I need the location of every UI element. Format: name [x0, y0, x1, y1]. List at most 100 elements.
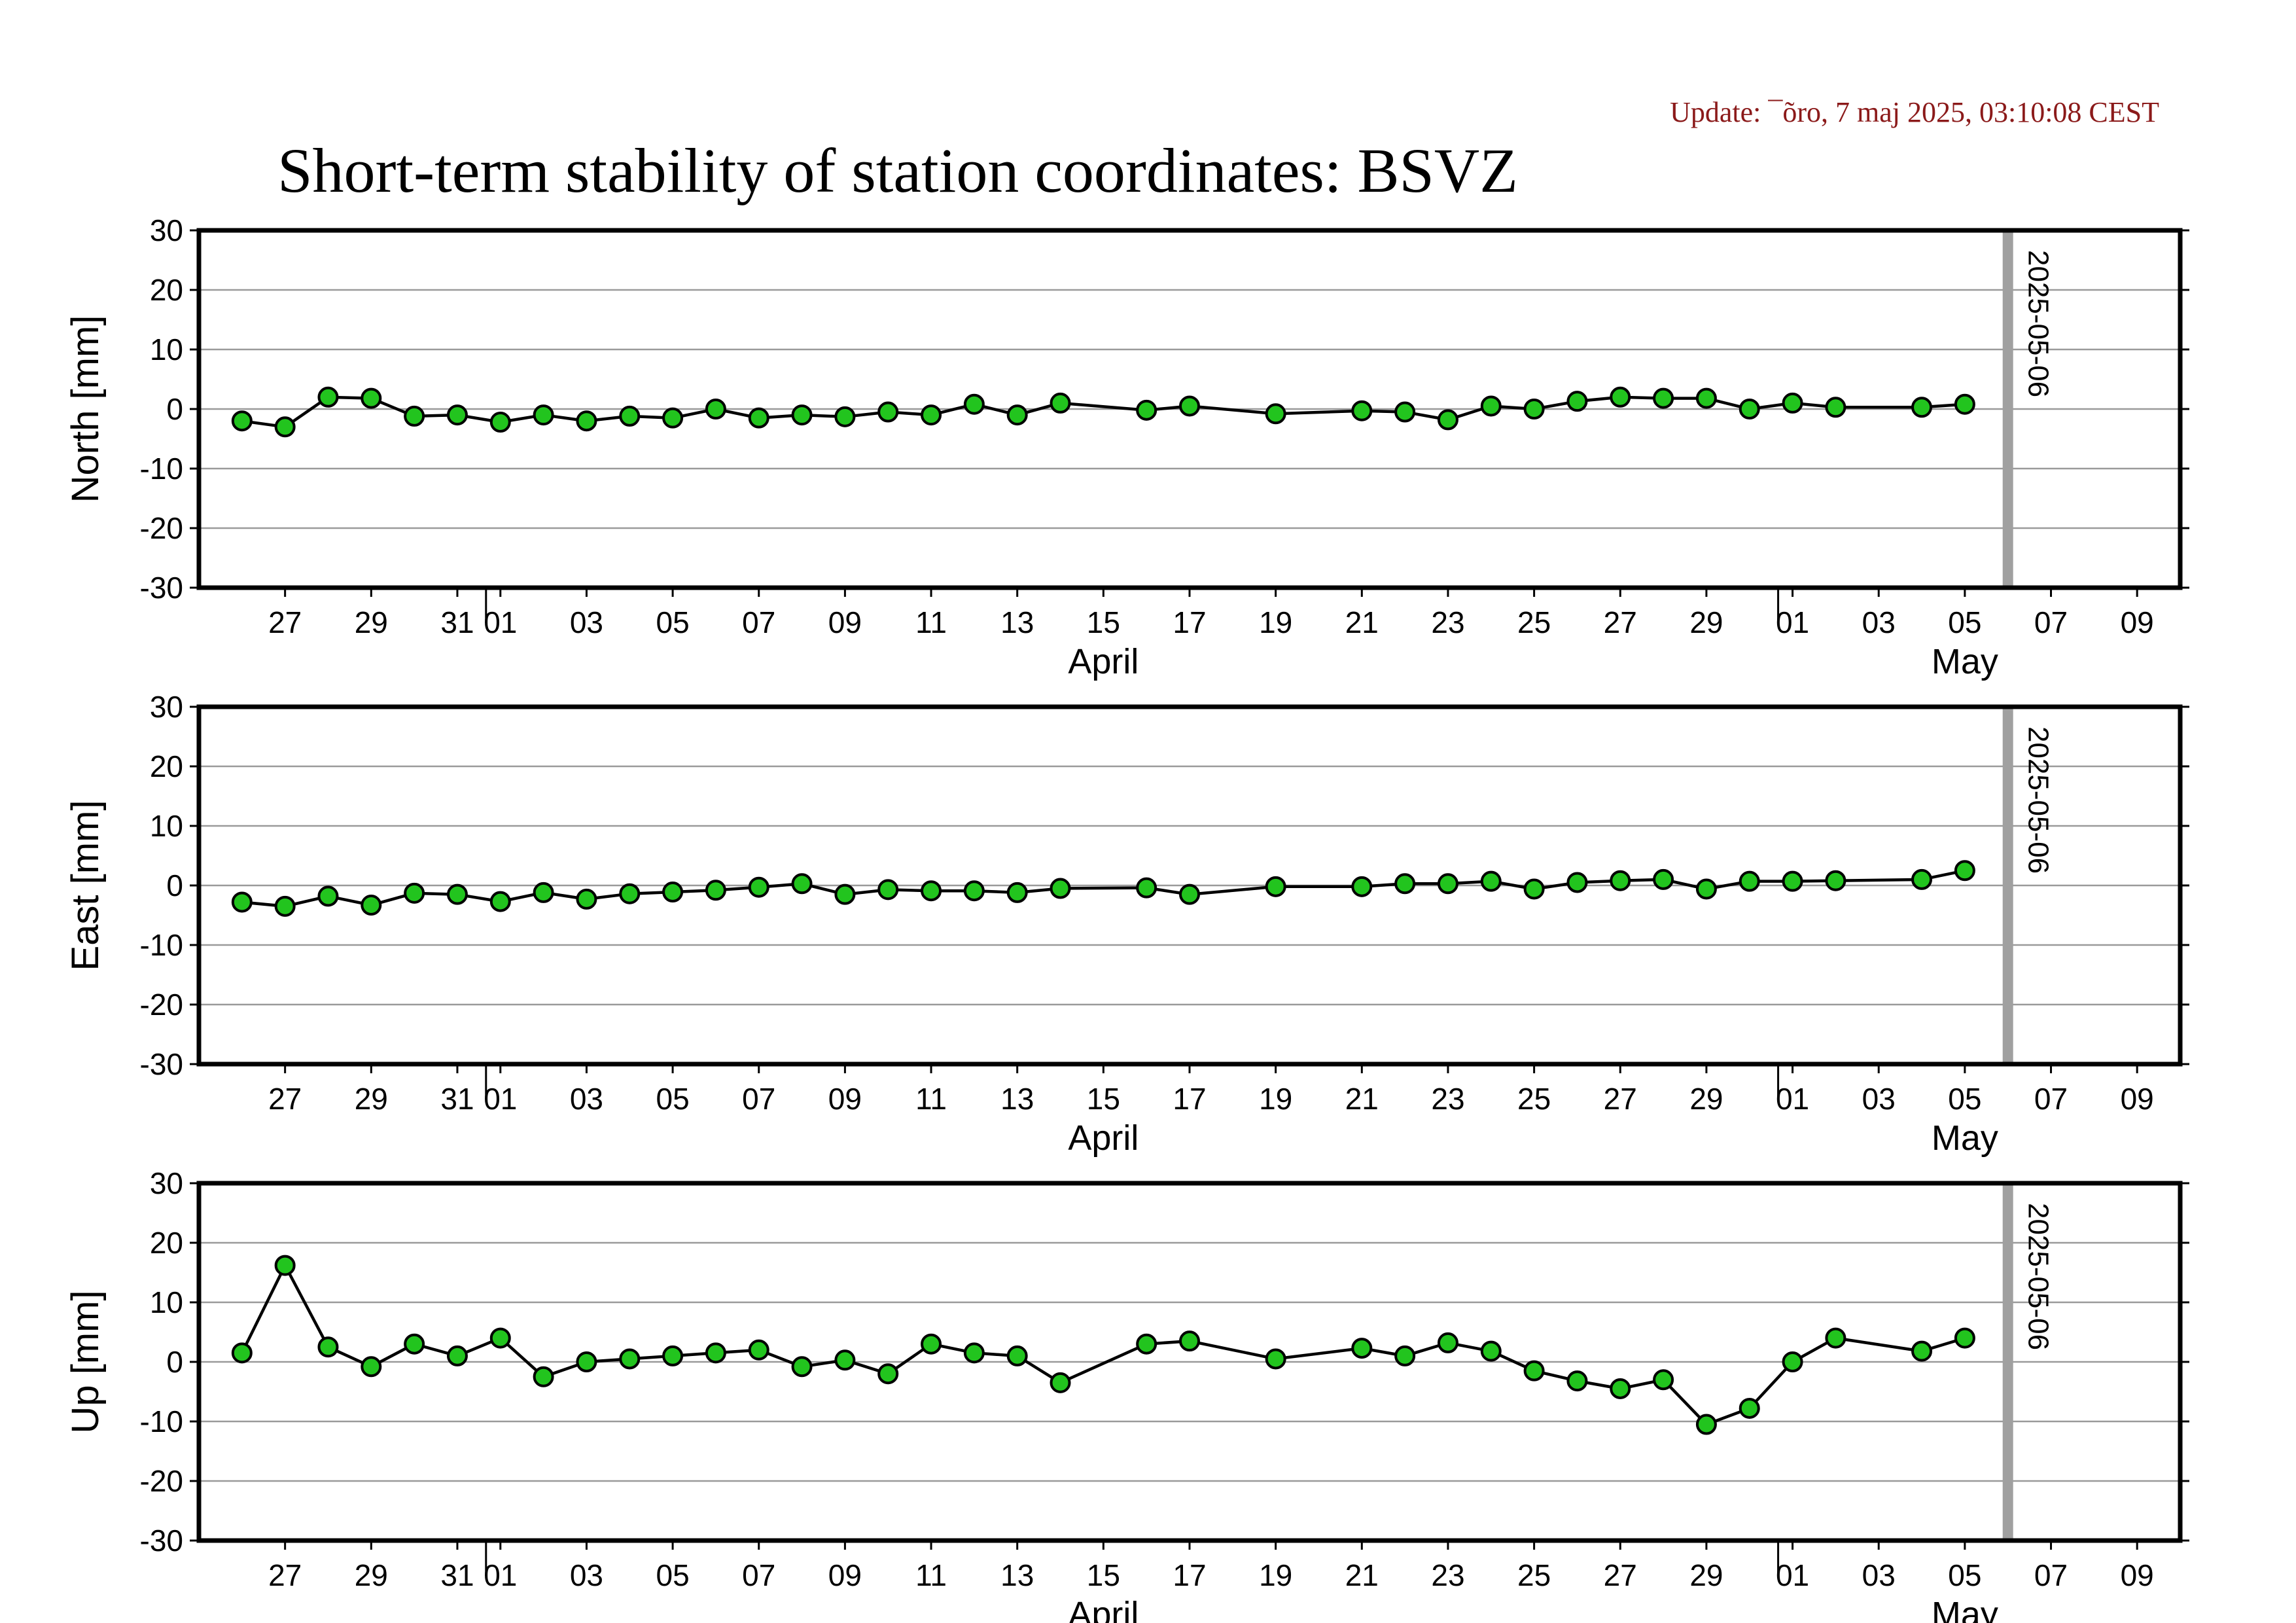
- data-point: [877, 1363, 899, 1385]
- y-tick-label: 10: [150, 332, 183, 366]
- x-tick-label: 05: [1948, 605, 1981, 639]
- data-point: [1782, 1351, 1803, 1372]
- data-point: [361, 895, 382, 916]
- data-point: [274, 1255, 296, 1276]
- x-tick-label: 13: [1000, 605, 1034, 639]
- data-point: [404, 1333, 425, 1355]
- data-point: [1825, 870, 1846, 891]
- x-tick-label: 03: [570, 1558, 603, 1592]
- data-point: [1825, 397, 1846, 418]
- y-tick-label: 10: [150, 809, 183, 843]
- date-marker-label: 2025-05-06: [2022, 1203, 2055, 1350]
- data-point: [1739, 1397, 1760, 1419]
- y-tick-label: -20: [140, 988, 183, 1022]
- data-point: [1006, 882, 1028, 903]
- data-point: [446, 883, 468, 905]
- data-point: [1610, 870, 1631, 891]
- x-tick-label: 03: [570, 1082, 603, 1116]
- x-tick-label: 27: [268, 605, 302, 639]
- data-point: [1265, 1348, 1286, 1370]
- y-tick-label: -20: [140, 511, 183, 545]
- x-tick-label: 09: [828, 1558, 862, 1592]
- data-point: [1739, 399, 1760, 419]
- date-marker-label: 2025-05-06: [2022, 726, 2055, 874]
- y-axis-label: Up [mm]: [64, 1290, 107, 1433]
- data-point: [791, 873, 813, 895]
- x-tick-label: 01: [484, 1558, 517, 1592]
- data-point: [231, 410, 253, 432]
- data-point: [1050, 878, 1071, 899]
- x-tick-label: 07: [2034, 605, 2068, 639]
- x-tick-label: 01: [1776, 605, 1809, 639]
- data-point: [489, 891, 511, 912]
- data-point: [404, 405, 425, 427]
- data-point: [662, 1345, 684, 1366]
- x-tick-label: 07: [742, 1082, 775, 1116]
- x-tick-label: 29: [1689, 1558, 1723, 1592]
- data-point: [834, 406, 856, 427]
- data-point: [317, 885, 339, 907]
- update-timestamp: Update: ¯õro, 7 maj 2025, 03:10:08 CEST: [1670, 96, 2159, 128]
- y-tick-label: 30: [150, 1166, 183, 1200]
- data-point: [231, 891, 253, 913]
- y-tick-label: 30: [150, 213, 183, 247]
- y-tick-label: -10: [140, 928, 183, 962]
- x-tick-label: 07: [2034, 1558, 2068, 1592]
- y-axis-label: North [mm]: [64, 315, 107, 503]
- x-tick-label: 27: [1604, 605, 1637, 639]
- x-tick-label: 29: [1689, 605, 1723, 639]
- data-point: [1954, 1327, 1975, 1349]
- data-point: [404, 882, 425, 904]
- x-tick-label: 11: [915, 1082, 947, 1116]
- x-tick-label: 07: [742, 605, 775, 639]
- data-point: [533, 1366, 554, 1387]
- data-point: [317, 386, 339, 408]
- x-tick-label: 15: [1087, 1558, 1120, 1592]
- data-point: [1136, 399, 1157, 421]
- y-tick-label: 0: [166, 868, 183, 902]
- x-tick-label: 05: [656, 1558, 690, 1592]
- data-point: [1739, 870, 1760, 892]
- data-point: [446, 1345, 468, 1366]
- data-point: [1911, 868, 1933, 890]
- x-tick-label: 15: [1087, 1082, 1120, 1116]
- data-point: [1566, 1370, 1588, 1392]
- panel-2: 2025-05-06 30 20 10 0 -10 -20 -30 East [mm] 27 29 3…: [64, 690, 2189, 1158]
- panel-1: 2025-05-06 30 20 10 0 -10 -20 -30 North [mm] 27 29…: [64, 213, 2189, 681]
- x-tick-label: 09: [2121, 1558, 2154, 1592]
- data-point: [1179, 1330, 1200, 1352]
- x-tick-label: 05: [1948, 1558, 1981, 1592]
- y-tick-label: 0: [166, 1345, 183, 1379]
- data-point: [1480, 870, 1502, 892]
- x-tick-label: 09: [828, 605, 862, 639]
- data-point: [274, 895, 296, 917]
- y-tick-label: -30: [140, 1047, 183, 1081]
- data-point: [1566, 872, 1588, 893]
- y-tick-label: -10: [140, 452, 183, 486]
- data-point: [963, 393, 985, 415]
- data-point: [1437, 409, 1458, 431]
- data-point: [1006, 404, 1028, 426]
- month-label: May: [1932, 642, 1998, 681]
- x-tick-label: 23: [1431, 1558, 1464, 1592]
- x-tick-label: 21: [1345, 605, 1379, 639]
- data-point: [1480, 1340, 1502, 1362]
- data-point: [1653, 868, 1674, 890]
- data-point: [1523, 878, 1545, 900]
- plot-frame: [196, 228, 2183, 590]
- x-tick-label: 13: [1000, 1558, 1034, 1592]
- data-point: [1566, 391, 1588, 412]
- data-point: [1265, 403, 1286, 425]
- month-label: May: [1932, 1595, 1998, 1623]
- x-tick-label: 29: [355, 1558, 388, 1592]
- data-point: [317, 1336, 339, 1358]
- data-point: [1695, 878, 1717, 900]
- data-point: [1179, 395, 1200, 417]
- data-point: [834, 883, 856, 905]
- x-tick-label: 27: [268, 1558, 302, 1592]
- x-tick-label: 19: [1259, 605, 1292, 639]
- data-point: [1394, 1345, 1416, 1366]
- data-point: [446, 404, 468, 426]
- x-tick-label: 19: [1259, 1558, 1292, 1592]
